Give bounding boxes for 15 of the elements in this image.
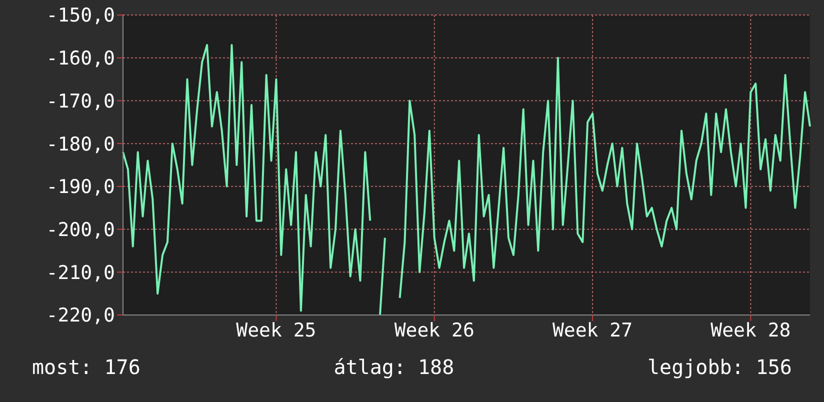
x-tick-label: Week 27 — [552, 319, 633, 342]
y-tick-label: -150,0 — [46, 4, 115, 27]
text: átlag: 188 — [334, 355, 454, 379]
y-tick-label: -170,0 — [46, 90, 115, 112]
y-tick-label: -200,0 — [46, 219, 115, 242]
x-tick-label: Week 25 — [236, 319, 316, 342]
x-tick-label: Week 28 — [710, 319, 791, 342]
y-tick-label: -160,0 — [46, 48, 115, 70]
text: legjobb: 156 — [647, 355, 792, 379]
y-tick-label: -210,0 — [46, 262, 115, 284]
y-tick-label: -180,0 — [46, 133, 115, 156]
y-tick-label: -190,0 — [46, 176, 115, 198]
text: most: 176 — [32, 355, 140, 379]
y-tick-label: -220,0 — [46, 304, 115, 327]
x-tick-label: Week 26 — [394, 319, 474, 342]
